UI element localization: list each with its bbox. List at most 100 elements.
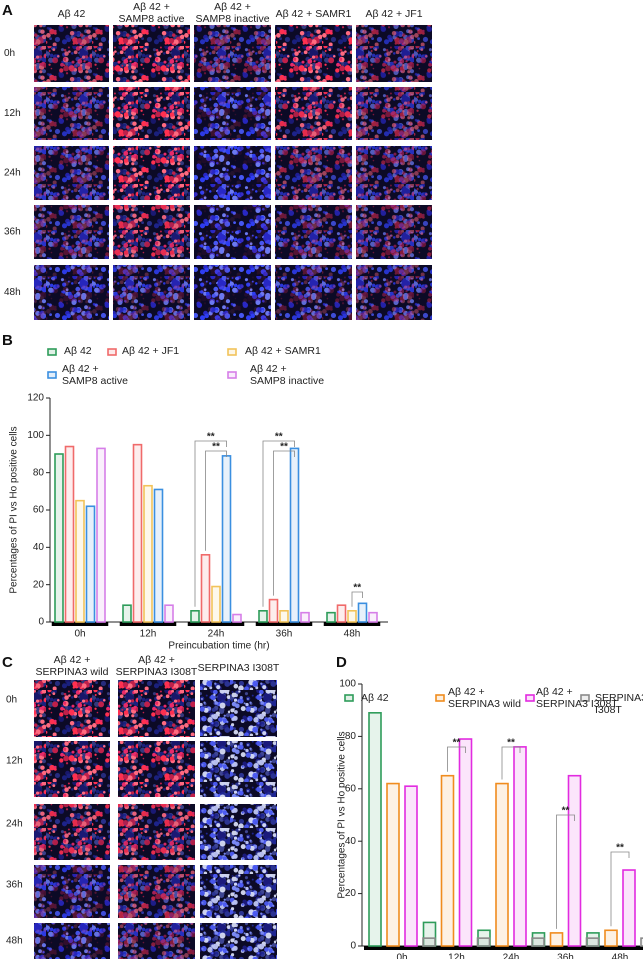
legend-swatch bbox=[47, 371, 57, 379]
bar bbox=[622, 869, 636, 947]
column-header: Aβ 42 + SAMP8 inactive bbox=[195, 1, 270, 25]
annotation: ** bbox=[453, 738, 461, 749]
micrograph-red bbox=[194, 265, 271, 320]
annotation: ** bbox=[616, 843, 624, 854]
bar bbox=[513, 746, 527, 947]
bar bbox=[232, 613, 242, 623]
group-band bbox=[364, 946, 440, 950]
bar bbox=[200, 553, 211, 623]
significance-bracket bbox=[447, 746, 466, 772]
group-band bbox=[418, 946, 495, 950]
group-band bbox=[51, 622, 109, 626]
x-tick-label: 24h bbox=[503, 953, 520, 959]
panel-label: B bbox=[2, 332, 13, 349]
micrograph-red bbox=[194, 25, 271, 82]
significance-bracket bbox=[556, 814, 575, 929]
row-label: 24h bbox=[4, 168, 21, 179]
annotation: ** bbox=[212, 442, 220, 453]
bar bbox=[531, 937, 545, 947]
x-tick-label: 0h bbox=[396, 953, 407, 959]
legend-swatch bbox=[47, 348, 57, 356]
legend-label: Aβ 42 bbox=[64, 345, 92, 357]
bar bbox=[422, 937, 436, 947]
x-tick-label: 12h bbox=[448, 953, 465, 959]
y-tick-label: 80 bbox=[345, 731, 357, 742]
annotation: ** bbox=[562, 806, 570, 817]
bar bbox=[300, 611, 310, 623]
panel-label: C bbox=[2, 654, 13, 671]
bar bbox=[279, 609, 289, 623]
bar bbox=[357, 602, 368, 623]
y-axis-label: Percentages of PI vs Ho positive cells bbox=[9, 426, 20, 593]
bar bbox=[386, 782, 400, 947]
legend-swatch bbox=[525, 694, 535, 702]
significance-bracket bbox=[501, 746, 521, 780]
row-label: 12h bbox=[6, 756, 23, 767]
x-tick-label: 36h bbox=[276, 629, 293, 640]
column-header: Aβ 42 + SERPINA3 I308T bbox=[115, 654, 198, 678]
micrograph-red bbox=[113, 87, 190, 140]
x-tick-label: 24h bbox=[208, 629, 225, 640]
bar bbox=[368, 611, 378, 623]
y-tick-label: 20 bbox=[33, 579, 45, 590]
row-label: 0h bbox=[6, 695, 17, 706]
group-band bbox=[582, 946, 643, 950]
micrograph-red bbox=[113, 205, 190, 259]
bar bbox=[122, 604, 132, 623]
y-tick-label: 40 bbox=[345, 836, 357, 847]
micrograph-bright bbox=[200, 923, 277, 959]
bar bbox=[368, 712, 382, 947]
panel-label: D bbox=[336, 654, 347, 671]
micrograph-red bbox=[34, 923, 110, 959]
micrograph-red bbox=[275, 265, 352, 320]
row-label: 36h bbox=[6, 880, 23, 891]
x-tick-label: 12h bbox=[140, 629, 157, 640]
bar bbox=[268, 598, 279, 623]
micrograph-red bbox=[113, 265, 190, 320]
significance-bracket bbox=[262, 440, 295, 607]
micrograph-red bbox=[275, 25, 352, 82]
annotation: ** bbox=[275, 432, 283, 443]
column-header: Aβ 42 + SERPINA3 wild bbox=[35, 654, 109, 678]
bar bbox=[476, 937, 491, 947]
bar bbox=[326, 611, 336, 623]
bar bbox=[585, 937, 600, 947]
bar bbox=[143, 484, 153, 623]
micrograph-red bbox=[34, 865, 110, 918]
legend-label: Aβ 42 + SERPINA3 wild bbox=[448, 686, 521, 710]
y-tick-label: 60 bbox=[33, 505, 45, 516]
column-header: Aβ 42 + SAMR1 bbox=[275, 8, 352, 20]
bar bbox=[54, 453, 64, 623]
y-tick-label: 0 bbox=[38, 617, 44, 628]
micrograph-red bbox=[118, 804, 195, 860]
micrograph-red bbox=[34, 87, 109, 140]
micrograph-red bbox=[113, 25, 190, 82]
bar bbox=[404, 785, 418, 947]
bar bbox=[604, 929, 618, 947]
row-label: 48h bbox=[4, 287, 21, 298]
legend-swatch bbox=[435, 694, 445, 702]
row-label: 0h bbox=[4, 48, 15, 59]
y-tick-label: 60 bbox=[345, 783, 357, 794]
micrograph-red bbox=[34, 205, 109, 259]
bar bbox=[132, 443, 143, 623]
micrograph-red bbox=[356, 205, 432, 259]
annotation: ** bbox=[507, 738, 515, 749]
significance-bracket bbox=[194, 440, 227, 607]
bar bbox=[440, 774, 455, 947]
micrograph-red bbox=[275, 205, 352, 259]
micrograph-red bbox=[356, 87, 432, 140]
micrograph-red bbox=[118, 923, 195, 959]
group-band bbox=[255, 622, 313, 626]
bar bbox=[64, 445, 75, 623]
row-label: 48h bbox=[6, 936, 23, 947]
group-band bbox=[323, 622, 381, 626]
bar bbox=[164, 604, 174, 623]
bar bbox=[153, 488, 164, 623]
x-tick-label: 0h bbox=[74, 629, 85, 640]
column-header: Aβ 42 + SAMP8 active bbox=[118, 1, 185, 25]
micrograph-bright bbox=[200, 741, 277, 797]
bar bbox=[96, 447, 106, 623]
legend-label: Aβ 42 + SAMR1 bbox=[245, 345, 321, 357]
